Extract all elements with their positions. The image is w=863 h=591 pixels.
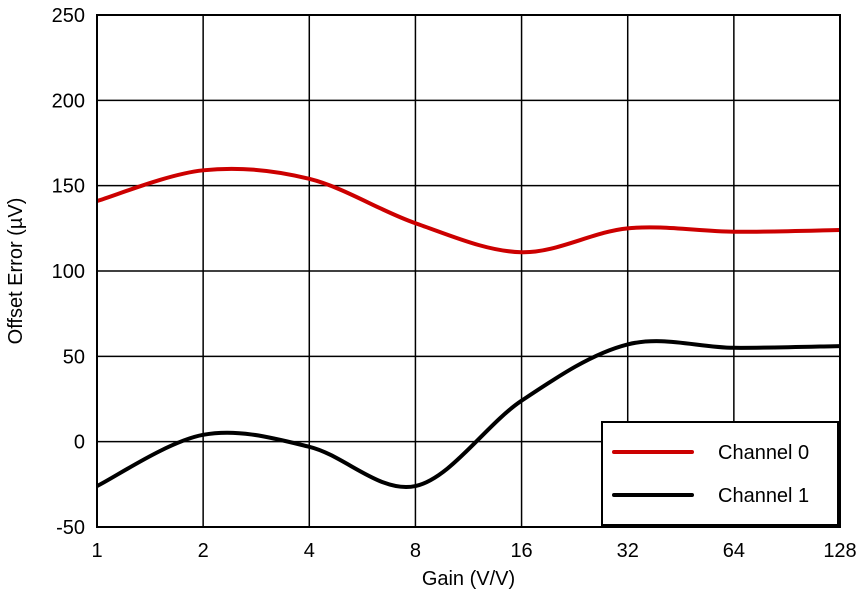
y-tick-label: 200 (52, 90, 85, 112)
legend-label: Channel 1 (718, 485, 809, 507)
x-tick-label: 4 (304, 540, 315, 562)
series-lines (97, 166, 840, 490)
legend-label: Channel 0 (718, 442, 809, 464)
series-line-channel-0 (97, 166, 840, 255)
x-tick-labels: 1 2 4 8 16 32 64 128 (91, 540, 856, 562)
x-tick-label: 128 (823, 540, 856, 562)
x-axis-title: Gain (V/V) (422, 568, 515, 590)
legend-box (601, 421, 839, 526)
y-tick-label: 0 (74, 432, 85, 454)
legend: Channel 0 Channel 1 (601, 421, 839, 526)
y-tick-label: 150 (52, 176, 85, 198)
x-tick-label: 1 (91, 540, 102, 562)
y-tick-label: 250 (52, 5, 85, 27)
x-tick-label: 64 (723, 540, 745, 562)
y-tick-labels: 250 200 150 100 50 0 -50 (52, 5, 85, 539)
x-tick-label: 16 (510, 540, 532, 562)
y-tick-label: 100 (52, 261, 85, 283)
x-tick-label: 2 (198, 540, 209, 562)
y-tick-label: -50 (56, 517, 85, 539)
series-line-channel-1 (97, 339, 840, 490)
plot-frame (96, 14, 841, 528)
x-tick-label: 8 (410, 540, 421, 562)
y-axis-title: Offset Error (µV) (5, 198, 27, 345)
y-tick-label: 50 (63, 346, 85, 368)
x-tick-label: 32 (617, 540, 639, 562)
